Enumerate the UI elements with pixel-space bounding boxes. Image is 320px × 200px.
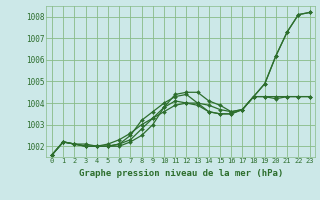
X-axis label: Graphe pression niveau de la mer (hPa): Graphe pression niveau de la mer (hPa) — [79, 169, 283, 178]
